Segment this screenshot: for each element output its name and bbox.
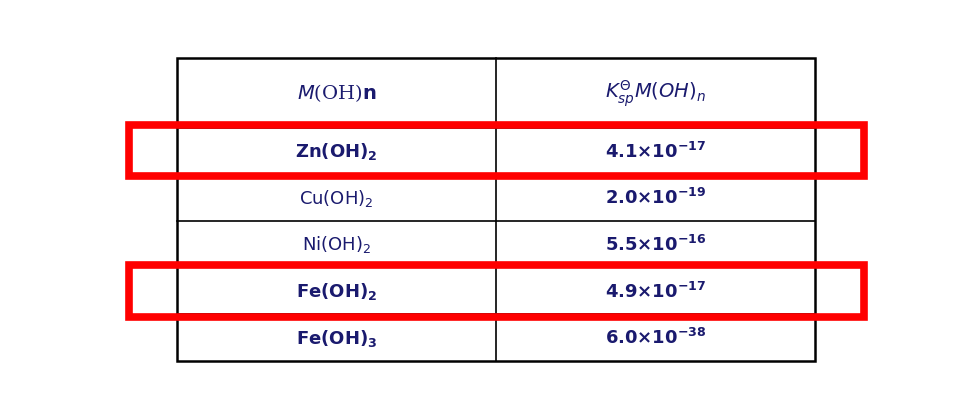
Text: $\mathbf{Zn(OH)_2}$: $\mathbf{Zn(OH)_2}$ bbox=[295, 141, 378, 162]
Text: $\mathbf{2.0{\times}10^{-19}}$: $\mathbf{2.0{\times}10^{-19}}$ bbox=[605, 188, 707, 208]
Text: $K_{sp}^{\Theta}$$M(OH)_n$: $K_{sp}^{\Theta}$$M(OH)_n$ bbox=[605, 78, 706, 108]
Text: $\mathbf{Fe(OH)_2}$: $\mathbf{Fe(OH)_2}$ bbox=[296, 281, 378, 301]
Text: $\mathbf{Fe(OH)_3}$: $\mathbf{Fe(OH)_3}$ bbox=[296, 327, 378, 348]
Text: $\mathbf{4.9{\times}10^{-17}}$: $\mathbf{4.9{\times}10^{-17}}$ bbox=[605, 281, 706, 301]
Text: $\mathbf{6.0{\times}10^{-38}}$: $\mathbf{6.0{\times}10^{-38}}$ bbox=[605, 328, 707, 348]
Text: $\mathbf{4.1{\times}10^{-17}}$: $\mathbf{4.1{\times}10^{-17}}$ bbox=[605, 141, 706, 161]
Text: $\mathrm{Ni(OH)_2}$: $\mathrm{Ni(OH)_2}$ bbox=[302, 234, 372, 255]
Text: $M$(OH)$\mathbf{n}$: $M$(OH)$\mathbf{n}$ bbox=[297, 82, 377, 104]
Text: $\mathbf{5.5{\times}10^{-16}}$: $\mathbf{5.5{\times}10^{-16}}$ bbox=[605, 234, 707, 254]
Text: $\mathrm{Cu(OH)_2}$: $\mathrm{Cu(OH)_2}$ bbox=[299, 187, 374, 208]
